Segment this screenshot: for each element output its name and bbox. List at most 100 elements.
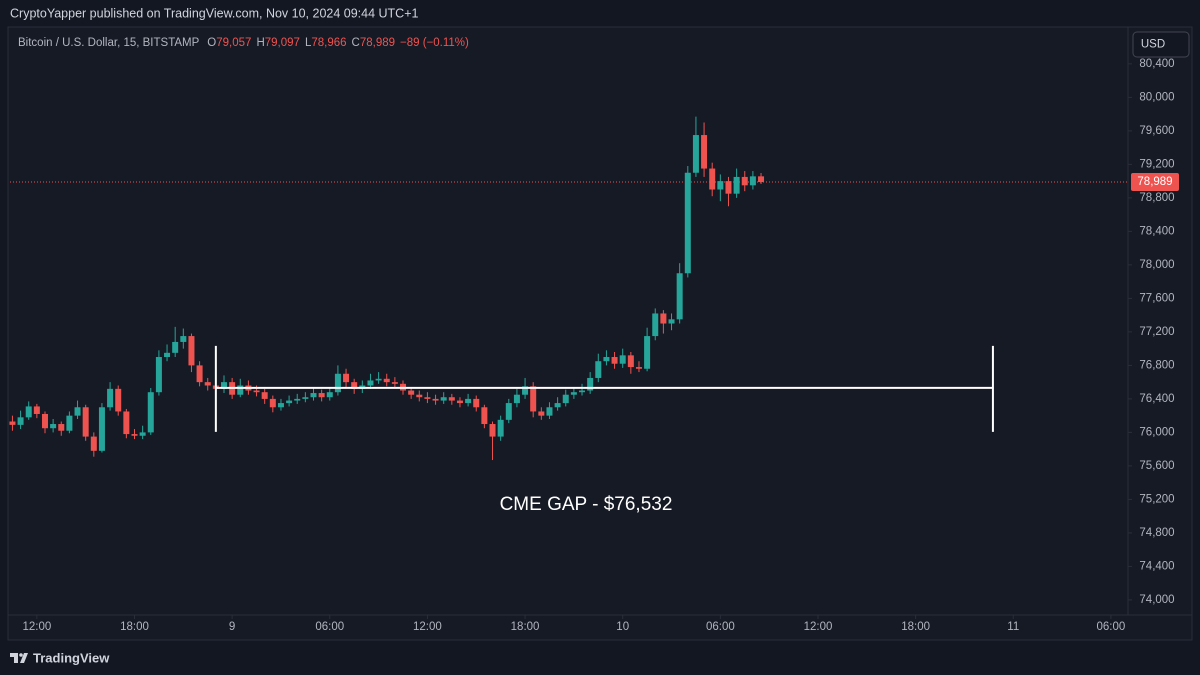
y-tick-label: 78,800 [1139,192,1174,204]
candle-body [660,313,667,324]
candle-body [432,398,439,401]
candle-body [513,394,520,404]
y-tick-label: 74,000 [1139,594,1174,606]
legend-value: 78,966 [311,37,346,49]
candle-body [505,403,512,420]
candle-body [758,176,765,183]
candle-body [237,385,244,395]
x-tick-label: 06:00 [706,621,735,633]
candle-body [318,393,325,398]
candle-body [204,382,211,386]
candle-body [131,434,138,436]
candle-body [98,407,105,451]
legend-key: L [305,37,312,49]
y-tick-label: 76,000 [1139,426,1174,438]
legend-key: O [207,37,216,49]
candle-body [603,357,610,362]
x-tick-label: 06:00 [1097,621,1126,633]
candle-body [725,181,732,194]
candle-body [139,432,146,436]
candle-body [538,411,545,416]
candle-body [481,407,488,425]
last-price-label: 78,989 [1137,176,1172,188]
y-tick-label: 75,200 [1139,493,1174,505]
candle-body [269,398,276,408]
candle-body [562,394,569,404]
candle-body [286,400,293,404]
candle-body [50,424,57,429]
candle-body [90,436,97,451]
candle-body [587,377,594,391]
candle-body [33,406,40,414]
candle-body [9,421,16,425]
candle-body [668,319,675,324]
y-tick-label: 78,000 [1139,259,1174,271]
x-tick-label: 12:00 [22,621,51,633]
candle-body [17,417,24,425]
candle-body [408,390,415,395]
y-tick-label: 76,400 [1139,393,1174,405]
candle-body [635,367,642,369]
candle-body [416,394,423,398]
y-tick-label: 76,800 [1139,359,1174,371]
candle-body [733,176,740,194]
y-tick-label: 79,200 [1139,158,1174,170]
y-tick-label: 74,400 [1139,560,1174,572]
candle-body [579,390,586,393]
candle-body [440,397,447,401]
legend-key: C [352,37,360,49]
candle-body [595,361,602,378]
candle-body [692,135,699,173]
publish-line: CryptoYapper published on TradingView.co… [10,6,419,20]
candle-body [489,424,496,437]
gap-annotation: CME GAP - $76,532 [500,494,673,515]
x-tick-label: 18:00 [511,621,540,633]
symbol-legend: Bitcoin / U.S. Dollar, 15, BITSTAMP O79,0… [18,37,469,49]
candle-body [310,393,317,398]
candle-body [619,355,626,364]
y-tick-label: 78,400 [1139,225,1174,237]
legend-key: H [256,37,264,49]
candle-body [147,392,154,433]
candle-body [326,392,333,398]
x-tick-label: 18:00 [120,621,149,633]
candle-body [701,135,708,169]
x-tick-label: 06:00 [315,621,344,633]
y-tick-label: 74,800 [1139,527,1174,539]
candle-body [448,397,455,401]
y-tick-label: 77,200 [1139,326,1174,338]
candle-body [383,378,390,383]
candle-body [220,382,227,389]
legend-value: 79,097 [265,37,300,49]
candle-body [172,341,179,353]
candle-body [627,355,634,368]
y-tick-label: 77,600 [1139,292,1174,304]
candle-body [25,406,32,418]
y-tick-label: 80,400 [1139,58,1174,70]
candle-body [530,386,537,412]
candle-body [456,400,463,404]
candle-body [196,365,203,383]
candle-body [261,392,268,399]
currency-button[interactable] [1132,31,1190,58]
candle-body [74,407,81,416]
candle-body [749,176,756,186]
candle-body [391,382,398,384]
candle-body [66,415,73,431]
last-price-tag [1131,173,1179,192]
brand: TradingView [33,650,110,665]
candle-body [82,407,89,437]
x-tick-label: 12:00 [804,621,833,633]
candle-body [684,172,691,274]
brand-logo [10,653,28,663]
candle-body [424,397,431,399]
candle-body [180,336,187,342]
currency[interactable]: USD [1141,39,1165,51]
x-tick-label: 10 [616,621,629,633]
candle-body [375,378,382,381]
candle-body [155,357,162,393]
candle-body [717,181,724,190]
candle-body [164,352,171,358]
candle-body [473,398,480,408]
candle-body [58,424,65,431]
